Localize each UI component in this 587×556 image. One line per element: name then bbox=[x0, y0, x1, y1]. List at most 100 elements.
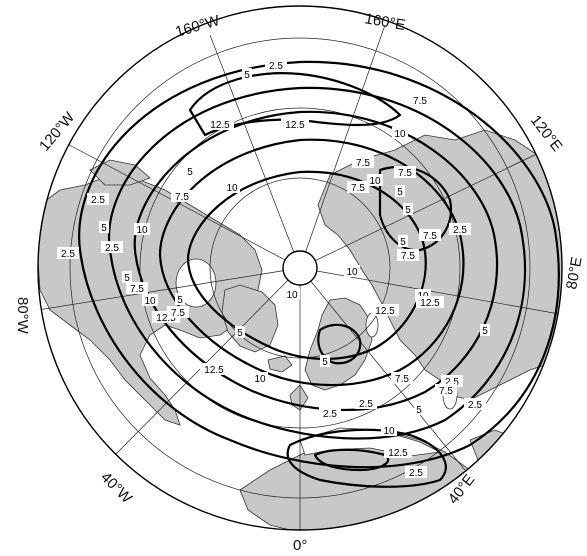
contour-label: 2.5 bbox=[105, 243, 119, 254]
contour-label: 7.5 bbox=[398, 168, 412, 179]
lon-label-120w: 120°W bbox=[36, 108, 79, 154]
contour-label-bg bbox=[392, 127, 408, 139]
contour-label-bg bbox=[394, 166, 416, 178]
contour-label-bg bbox=[419, 229, 441, 241]
contour-label: 5 bbox=[124, 273, 130, 284]
meridian-40w bbox=[114, 267, 301, 456]
contour-label-bg bbox=[142, 294, 158, 306]
contour-label-bg bbox=[99, 221, 109, 233]
contour-label-bg bbox=[449, 223, 471, 235]
contour-10 bbox=[158, 138, 465, 387]
contour-label: 2.5 bbox=[445, 377, 459, 388]
contour-label: 7.5 bbox=[171, 308, 185, 319]
contour-label: 7.5 bbox=[395, 374, 409, 385]
lon-label-0: 0° bbox=[293, 537, 307, 554]
contour-north-pacific bbox=[188, 72, 402, 137]
contour-label-bg bbox=[416, 296, 444, 308]
contour-5 bbox=[107, 86, 527, 440]
contour-label-bg bbox=[175, 293, 185, 305]
map-boundary bbox=[37, 5, 563, 531]
contour-label: 7.5 bbox=[356, 158, 370, 169]
lon-label-160e: 160°E bbox=[363, 10, 406, 34]
lon-label-160w: 160°W bbox=[173, 12, 222, 41]
contour-label-bg bbox=[409, 94, 431, 106]
contour-label: 2.5 bbox=[468, 400, 482, 411]
contour-label-bg bbox=[367, 174, 383, 186]
lon-label-80e: 80°E bbox=[563, 256, 585, 291]
contour-label-bg bbox=[126, 282, 148, 294]
contour-label: 5 bbox=[322, 357, 328, 368]
meridian-160e bbox=[299, 24, 386, 269]
contour-label-bg bbox=[235, 326, 245, 338]
contour-label-bg bbox=[87, 193, 109, 205]
contour-label: 2.5 bbox=[61, 249, 75, 260]
contour-label-bg bbox=[167, 306, 189, 318]
contour-label: 7.5 bbox=[413, 96, 427, 107]
lon-label-40w: 40°W bbox=[97, 469, 136, 508]
meridian-40e bbox=[299, 267, 466, 471]
contour-label: 5 bbox=[397, 187, 403, 198]
contour-africa bbox=[286, 428, 447, 488]
contour-label-bg bbox=[281, 118, 309, 130]
contour-label-bg bbox=[344, 265, 360, 277]
contour-label-bg bbox=[134, 223, 150, 235]
pole-hole bbox=[282, 250, 318, 286]
contour-label: 7.5 bbox=[175, 192, 189, 203]
contour-label: 2.5 bbox=[323, 409, 337, 420]
contour-label: 7.5 bbox=[439, 386, 453, 397]
contour-label-bg bbox=[464, 398, 486, 410]
lon-label-80w: 80°W bbox=[14, 297, 31, 335]
contour-label-bg bbox=[101, 241, 123, 253]
contour-label: 10 bbox=[346, 267, 358, 278]
contour-label-bg bbox=[252, 372, 268, 384]
contour-label: 2.5 bbox=[91, 195, 105, 206]
contour-label: 12.5 bbox=[156, 313, 176, 324]
contour-label-bg bbox=[171, 190, 193, 202]
contour-label: 10 bbox=[136, 225, 148, 236]
contour-label: 5 bbox=[187, 167, 193, 178]
contour-label: 2.5 bbox=[453, 225, 467, 236]
contour-label: 5 bbox=[177, 295, 183, 306]
contour-label-bg bbox=[347, 181, 369, 193]
contour-label-bg bbox=[122, 271, 132, 283]
contour-label-bg bbox=[480, 324, 490, 336]
contour-label: 12.5 bbox=[210, 120, 230, 131]
contour-label-bg bbox=[206, 118, 234, 130]
contour-label: 5 bbox=[101, 223, 107, 234]
contour-label-bg bbox=[352, 156, 374, 168]
contour-label: 12.5 bbox=[285, 120, 305, 131]
contour-label-bg bbox=[320, 355, 330, 367]
contour-label-bg bbox=[284, 288, 300, 300]
contour-label: 2.5 bbox=[409, 468, 423, 479]
land-iceland bbox=[267, 355, 293, 373]
contour-label: 2.5 bbox=[269, 61, 283, 72]
contour-lines bbox=[78, 60, 560, 488]
contour-label: 12.5 bbox=[375, 306, 395, 317]
contour-label: 7.5 bbox=[401, 251, 415, 262]
contour-label: 7.5 bbox=[351, 183, 365, 194]
contour-label-bg bbox=[405, 466, 427, 478]
contour-label-bg bbox=[319, 407, 341, 419]
contour-label: 10 bbox=[144, 296, 156, 307]
contour-7-5 bbox=[133, 110, 499, 411]
land-arabia bbox=[469, 429, 536, 496]
contour-label: 7.5 bbox=[130, 284, 144, 295]
contour-label-bg bbox=[371, 304, 399, 316]
contour-label: 5 bbox=[416, 405, 422, 416]
contour-label: 10 bbox=[226, 183, 238, 194]
contour-label: 10 bbox=[286, 290, 298, 301]
contour-label-bg bbox=[200, 363, 228, 375]
contour-label: 7.5 bbox=[423, 231, 437, 242]
contour-label: 5 bbox=[237, 328, 243, 339]
meridian-120e bbox=[299, 149, 546, 269]
contour-label-bg bbox=[397, 249, 419, 261]
contour-label-bg bbox=[395, 185, 405, 197]
contour-label-bg bbox=[414, 403, 424, 415]
contour-label: 12.5 bbox=[204, 365, 224, 376]
contour-label-bg bbox=[242, 68, 252, 80]
contour-label-bg bbox=[384, 446, 412, 458]
contour-label-bg bbox=[398, 235, 408, 247]
contour-label: 2.5 bbox=[359, 399, 373, 410]
